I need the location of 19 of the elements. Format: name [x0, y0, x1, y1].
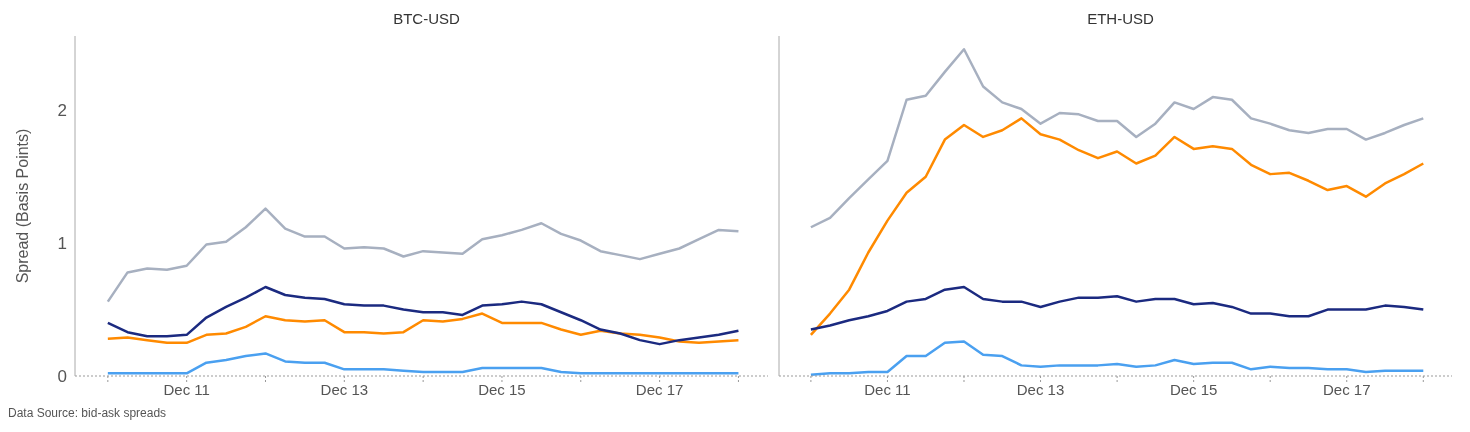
line-series [106, 207, 740, 303]
x-tick-label: Dec 13 [1016, 380, 1065, 398]
x-tick-label: Dec 15 [478, 380, 526, 398]
y-tick-label: 1 [57, 234, 67, 254]
x-tick-label: Dec 17 [1322, 380, 1371, 398]
line-series [106, 285, 740, 346]
x-tick-label: Dec 15 [1169, 380, 1218, 398]
y-tick-label: 0 [57, 367, 67, 387]
y-axis-title: Spread (Basis Points) [13, 128, 31, 284]
x-tick-label: Dec 17 [635, 380, 684, 398]
y-tick-label: 2 [57, 101, 67, 121]
source-note: Data Source: bid-ask spreads [8, 406, 168, 420]
x-tick-label: Dec 11 [163, 380, 210, 398]
x-tick-label: Dec 11 [864, 380, 911, 398]
x-tick-label: Dec 13 [320, 380, 369, 398]
chart-title: ETH-USD [1086, 9, 1155, 29]
line-series [106, 312, 740, 345]
line-series [106, 352, 740, 375]
chart-title: BTC-USD [392, 9, 461, 29]
